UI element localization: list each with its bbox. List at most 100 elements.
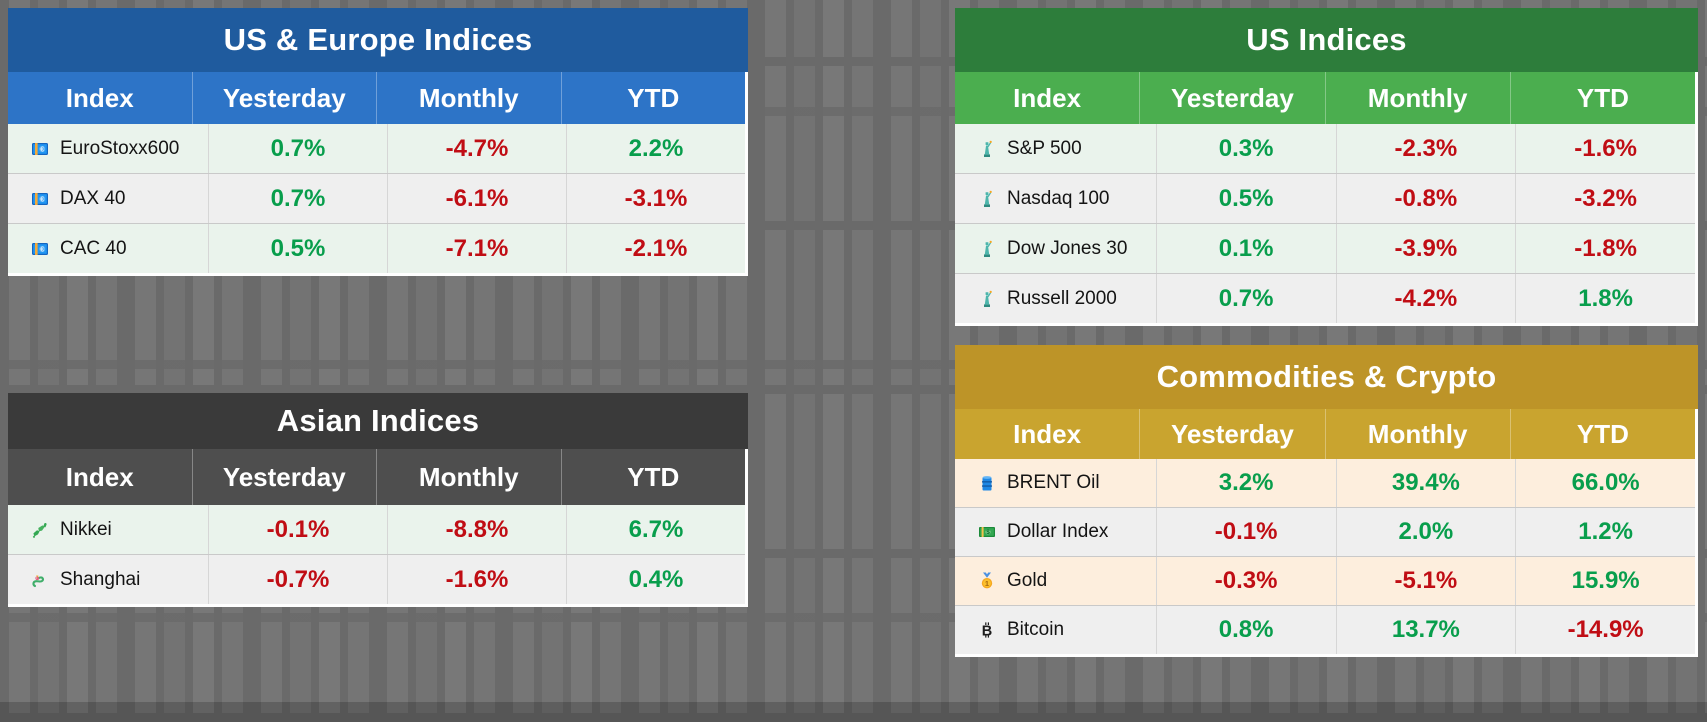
column-header-index: Index	[65, 461, 134, 492]
table-row: Nikkei -0.1% -8.8% 6.7%	[8, 505, 745, 554]
table-header-row: Index Yesterday Monthly YTD	[955, 409, 1695, 459]
column-header-index: Index	[1013, 82, 1082, 113]
index-name: Nasdaq 100	[1007, 187, 1110, 209]
monthly-value: -7.1%	[387, 224, 566, 273]
ytd-value: -1.6%	[1515, 124, 1695, 173]
column-header-ytd: YTD	[1509, 409, 1695, 459]
bitcoin-icon: B	[977, 620, 997, 640]
table-row: Nasdaq 100 0.5% -0.8% -3.2%	[955, 173, 1695, 223]
index-name: BRENT Oil	[1007, 472, 1100, 493]
index-cell: B Bitcoin	[955, 606, 1156, 654]
monthly-value: -2.3%	[1335, 124, 1516, 173]
table-commodities-crypto: Commodities & Crypto Index Yesterday Mon…	[955, 345, 1698, 657]
monthly-value: 13.7%	[1335, 606, 1516, 654]
index-cell: Nikkei	[8, 505, 208, 554]
monthly-value: 2.0%	[1335, 508, 1516, 556]
index-name: S&P 500	[1007, 137, 1082, 159]
svg-text:B: B	[982, 623, 992, 639]
euro-banknote-icon: €	[30, 239, 50, 259]
table-us-indices: US Indices Index Yesterday Monthly YTD S…	[955, 8, 1698, 326]
table-row: 1 Gold -0.3% -5.1% 15.9%	[955, 556, 1695, 605]
column-header-yesterday: Yesterday	[191, 449, 377, 505]
index-cell: € EuroStoxx600	[8, 124, 208, 173]
index-name: Dow Jones 30	[1007, 237, 1128, 259]
index-cell: Nasdaq 100	[955, 174, 1156, 223]
yesterday-value: 0.8%	[1155, 606, 1336, 654]
index-name: Russell 2000	[1007, 287, 1117, 309]
index-cell: € DAX 40	[8, 174, 208, 223]
index-cell: Dow Jones 30	[955, 224, 1156, 273]
ytd-value: -14.9%	[1515, 606, 1695, 654]
euro-banknote-icon: €	[30, 189, 50, 209]
index-cell: Russell 2000	[955, 274, 1156, 323]
ytd-value: -3.1%	[566, 174, 745, 223]
column-header-monthly: Monthly	[376, 72, 561, 124]
index-name: Dollar Index	[1007, 521, 1109, 542]
column-header-yesterday: Yesterday	[191, 72, 377, 124]
table-row: B Bitcoin 0.8% 13.7% -14.9%	[955, 605, 1695, 654]
column-header-yesterday: Yesterday	[1139, 409, 1324, 459]
japan-map-icon	[30, 520, 50, 540]
yesterday-value: 0.5%	[208, 224, 387, 273]
table-title: US Indices	[955, 8, 1698, 72]
ytd-value: 2.2%	[566, 124, 745, 173]
table-title: US & Europe Indices	[8, 8, 748, 72]
yesterday-value: 0.3%	[1155, 124, 1336, 173]
index-cell: 1 Gold	[955, 557, 1156, 605]
ytd-value: -2.1%	[566, 224, 745, 273]
monthly-value: -8.8%	[387, 505, 566, 554]
yesterday-value: 0.1%	[1155, 224, 1336, 273]
ytd-value: 1.8%	[1515, 274, 1695, 323]
yesterday-value: 0.5%	[1155, 174, 1336, 223]
monthly-value: -6.1%	[387, 174, 566, 223]
column-header-monthly: Monthly	[1324, 72, 1510, 124]
ytd-value: 6.7%	[566, 505, 745, 554]
table-row: € DAX 40 0.7% -6.1% -3.1%	[8, 173, 745, 223]
svg-text:1: 1	[985, 579, 989, 588]
table-header-row: Index Yesterday Monthly YTD	[8, 449, 745, 505]
ytd-value: 66.0%	[1515, 459, 1695, 507]
monthly-value: -3.9%	[1335, 224, 1516, 273]
gold-medal-icon: 1	[977, 571, 997, 591]
dragon-icon	[30, 570, 50, 590]
index-cell: BRENT Oil	[955, 459, 1156, 507]
yesterday-value: 3.2%	[1155, 459, 1336, 507]
table-title: Commodities & Crypto	[955, 345, 1698, 409]
column-header-yesterday: Yesterday	[1139, 72, 1324, 124]
column-header-index: Index	[1013, 418, 1082, 449]
svg-text:€: €	[40, 246, 44, 253]
index-name: Gold	[1007, 570, 1048, 591]
ytd-value: -3.2%	[1515, 174, 1695, 223]
index-cell: Shanghai	[8, 555, 208, 604]
table-row: Dow Jones 30 0.1% -3.9% -1.8%	[955, 223, 1695, 273]
ytd-value: 15.9%	[1515, 557, 1695, 605]
column-header-ytd: YTD	[560, 72, 746, 124]
table-row: Shanghai -0.7% -1.6% 0.4%	[8, 554, 745, 604]
dollar-banknote-icon: $	[977, 522, 997, 542]
yesterday-value: -0.1%	[1155, 508, 1336, 556]
index-cell: S&P 500	[955, 124, 1156, 173]
ytd-value: 0.4%	[566, 555, 745, 604]
column-header-ytd: YTD	[1509, 72, 1695, 124]
index-name: CAC 40	[60, 237, 127, 259]
table-asian-indices: Asian Indices Index Yesterday Monthly YT…	[8, 393, 748, 607]
monthly-value: -4.7%	[387, 124, 566, 173]
index-name: EuroStoxx600	[60, 137, 180, 159]
statue-of-liberty-icon	[977, 139, 997, 159]
column-header-monthly: Monthly	[1324, 409, 1510, 459]
yesterday-value: 0.7%	[1155, 274, 1336, 323]
statue-of-liberty-icon	[977, 189, 997, 209]
index-name: DAX 40	[60, 187, 126, 209]
yesterday-value: 0.7%	[208, 174, 387, 223]
table-header-row: Index Yesterday Monthly YTD	[8, 72, 745, 124]
monthly-value: -1.6%	[387, 555, 566, 604]
table-row: € CAC 40 0.5% -7.1% -2.1%	[8, 223, 745, 273]
svg-text:$: $	[986, 529, 990, 536]
column-header-index: Index	[65, 82, 134, 113]
yesterday-value: -0.3%	[1155, 557, 1336, 605]
index-cell: $ Dollar Index	[955, 508, 1156, 556]
index-cell: € CAC 40	[8, 224, 208, 273]
table-header-row: Index Yesterday Monthly YTD	[955, 72, 1695, 124]
column-header-ytd: YTD	[560, 449, 746, 505]
table-row: BRENT Oil 3.2% 39.4% 66.0%	[955, 459, 1695, 507]
